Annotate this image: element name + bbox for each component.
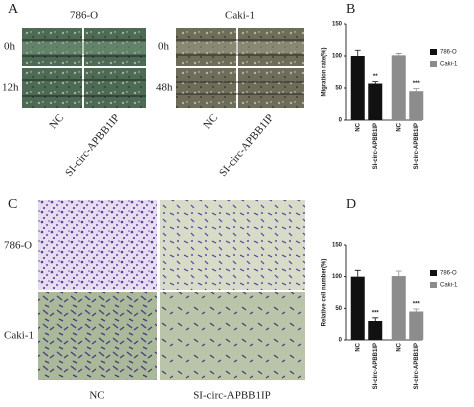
condition-label: NC (201, 112, 220, 131)
panel-label: A (8, 2, 19, 17)
legend-swatch (430, 270, 437, 276)
y-tick-label: 50 (335, 86, 342, 92)
error-bar (413, 88, 420, 92)
y-tick-label: 0 (339, 338, 343, 344)
legend-label: Caki-1 (440, 283, 458, 289)
legend-swatch (430, 61, 437, 67)
row-label: Caki-1 (4, 330, 34, 342)
bar (391, 55, 406, 120)
row-label: 0h (4, 41, 16, 53)
y-tick-label: 100 (332, 54, 343, 60)
panel-label: B (346, 2, 355, 17)
wound-images (22, 28, 304, 108)
bar (391, 276, 406, 340)
legend-swatch (430, 49, 437, 55)
y-axis-label: Relative cell number(%) (322, 259, 328, 327)
error-bar (354, 269, 361, 277)
error-bar (372, 317, 379, 321)
y-tick-label: 50 (335, 306, 342, 312)
bar (350, 56, 365, 120)
y-axis-label: Migration rate(%) (322, 47, 328, 96)
significance-label: *** (413, 302, 421, 308)
bar (409, 311, 424, 340)
error-bar (395, 270, 402, 277)
column-label: Caki-1 (225, 10, 255, 22)
significance-label: *** (413, 81, 421, 87)
bar (350, 276, 365, 340)
error-bar (354, 49, 361, 56)
x-tick-label: SI-circ-APBB1IP (373, 123, 379, 169)
x-tick-label: SI-circ-APBB1IP (414, 123, 420, 169)
x-tick-label: NC (396, 122, 402, 131)
row-label: 0h (158, 41, 170, 53)
legend-label: 786-O (440, 271, 457, 277)
row-label: 48h (156, 82, 173, 94)
condition-label: SI-circ-APBB1IP (217, 112, 276, 179)
legend-label: Caki-1 (440, 62, 458, 68)
x-tick-label: SI-circ-APBB1IP (414, 343, 420, 389)
x-tick-label: NC (355, 342, 361, 351)
significance-label: *** (372, 310, 380, 316)
row-label: 786-O (4, 240, 32, 252)
legend-label: 786-O (440, 50, 457, 56)
y-tick-label: 100 (332, 274, 343, 280)
bar (368, 321, 383, 340)
x-tick-label: NC (355, 122, 361, 131)
panel-label: D (346, 197, 356, 212)
condition-label: SI-circ-APBB1IP (63, 112, 122, 179)
condition-label: SI-circ-APBB1IP (193, 390, 271, 402)
bar (409, 91, 424, 120)
column-label: 786-O (70, 10, 98, 22)
condition-label: NC (89, 390, 104, 402)
x-tick-label: SI-circ-APBB1IP (373, 343, 379, 389)
bar (368, 83, 383, 120)
x-tick-label: NC (396, 342, 402, 351)
transwell-images (38, 200, 305, 380)
error-bar (395, 53, 402, 56)
y-tick-label: 0 (339, 118, 343, 124)
legend-swatch (430, 282, 437, 288)
condition-label: NC (47, 112, 66, 131)
error-bar (413, 308, 420, 312)
y-tick-label: 150 (332, 243, 343, 249)
row-label: 12h (2, 82, 19, 94)
error-bar (372, 81, 379, 84)
panel-label: C (8, 197, 17, 212)
y-tick-label: 150 (332, 22, 343, 28)
significance-label: ** (373, 74, 378, 80)
